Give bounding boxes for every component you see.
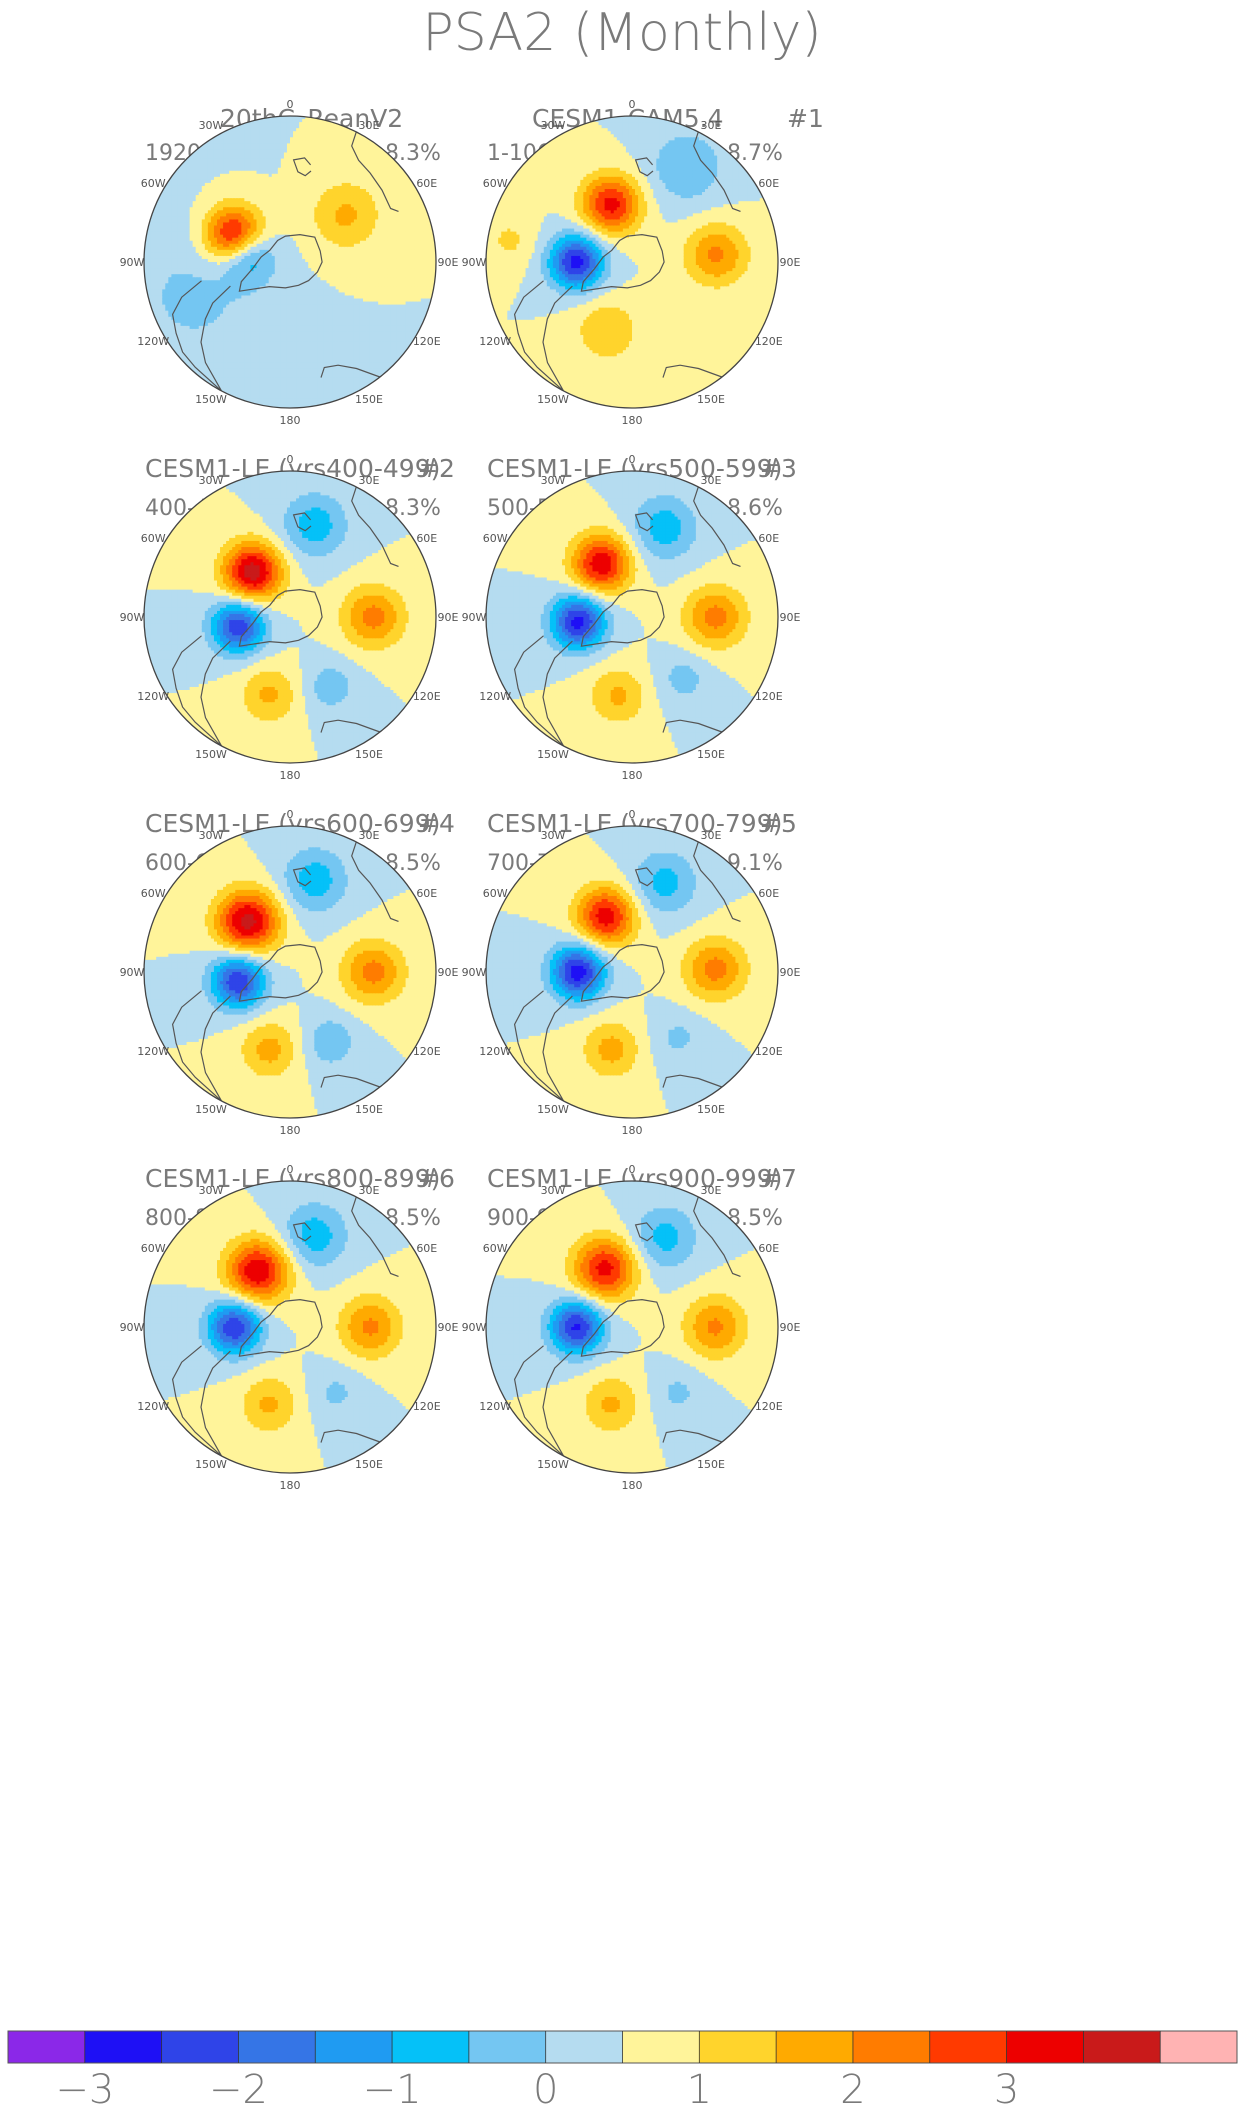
field-cell bbox=[153, 323, 157, 327]
field-cell bbox=[241, 402, 245, 406]
field-cell bbox=[144, 295, 148, 299]
panel-1: 20thC_ReanV21920-20118.3%030E60E90E120E1… bbox=[120, 98, 459, 427]
field-cell bbox=[244, 402, 248, 406]
field-cell bbox=[165, 177, 169, 181]
field-cell bbox=[238, 402, 242, 406]
field-cell bbox=[235, 399, 239, 403]
field-cell bbox=[232, 399, 236, 403]
field-cell bbox=[150, 317, 154, 321]
field-cell bbox=[144, 226, 148, 230]
field-cell bbox=[144, 219, 148, 223]
field-cell bbox=[144, 222, 148, 226]
field-cell bbox=[168, 171, 172, 175]
field-cell bbox=[150, 204, 154, 208]
field-cell bbox=[323, 405, 327, 409]
field-cell bbox=[190, 372, 194, 376]
field-cell bbox=[208, 387, 212, 391]
field-cell bbox=[199, 381, 203, 385]
field-cell bbox=[144, 299, 148, 303]
panel-1-field bbox=[144, 116, 437, 409]
field-cell bbox=[320, 405, 324, 409]
field-cell bbox=[181, 362, 185, 366]
field-cell bbox=[177, 359, 181, 363]
field-cell bbox=[174, 356, 178, 360]
field-cell bbox=[171, 353, 175, 357]
field-cell bbox=[257, 405, 261, 409]
field-cell bbox=[205, 384, 209, 388]
field-cell bbox=[168, 350, 172, 354]
field-cell bbox=[208, 134, 212, 138]
field-cell bbox=[156, 329, 160, 333]
field-cell bbox=[196, 378, 200, 382]
figure-title: PSA2 (Monthly) bbox=[422, 3, 821, 63]
field-cell bbox=[144, 302, 148, 306]
field-cell bbox=[193, 375, 197, 379]
field-cell bbox=[247, 405, 251, 409]
field-cell bbox=[156, 192, 160, 196]
field-cell bbox=[250, 405, 254, 409]
field-cell bbox=[254, 405, 258, 409]
field-cell bbox=[147, 308, 151, 312]
field-cell bbox=[153, 198, 157, 202]
field-cell bbox=[171, 168, 175, 172]
field-cell bbox=[187, 368, 191, 372]
field-cell bbox=[147, 213, 151, 217]
panels: 20thC_ReanV21920-20118.3%030E60E90E120E1… bbox=[120, 98, 824, 1492]
field-cell bbox=[147, 311, 151, 315]
field-cell bbox=[147, 210, 151, 214]
